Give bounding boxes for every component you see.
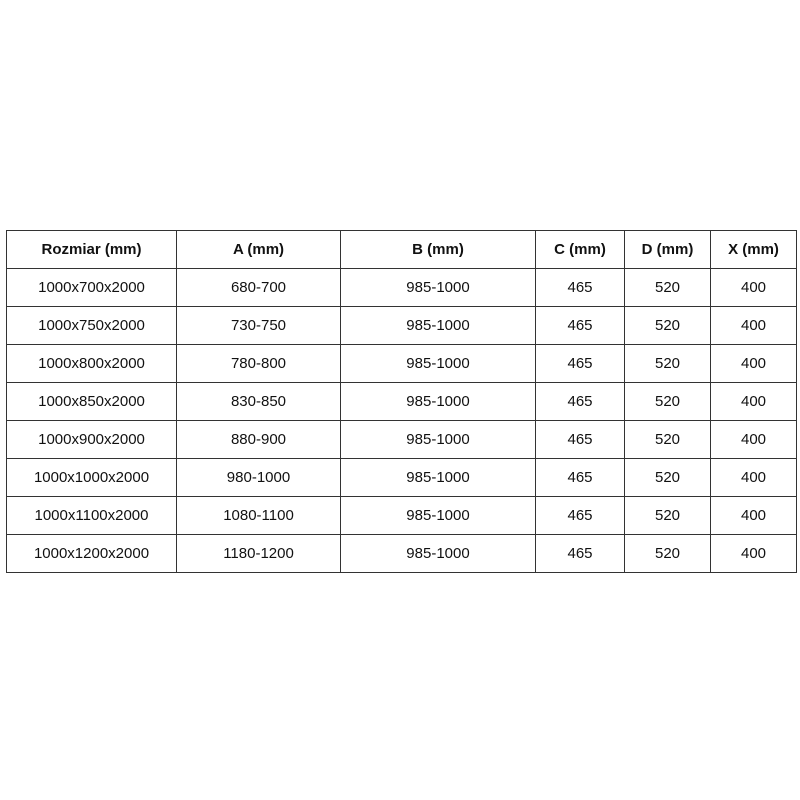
table-cell: 520 [624, 306, 711, 345]
table-cell: 400 [710, 534, 797, 573]
table-cell: 780-800 [176, 344, 341, 383]
table-cell: 520 [624, 382, 711, 421]
table-cell: 1000x800x2000 [6, 344, 177, 383]
table-cell: 465 [535, 534, 625, 573]
table-row: 1000x1100x2000 1080-1100 985-1000 465 520 400 [6, 496, 797, 535]
table-row: 1000x900x2000 880-900 985-1000 465 520 400 [6, 420, 797, 459]
table-cell: 400 [710, 382, 797, 421]
table-cell: 400 [710, 344, 797, 383]
table-cell: 985-1000 [340, 534, 536, 573]
table-cell: 465 [535, 344, 625, 383]
table-cell: 1000x850x2000 [6, 382, 177, 421]
table-cell: 985-1000 [340, 496, 536, 535]
table-cell: 1080-1100 [176, 496, 341, 535]
table-cell: 1000x1200x2000 [6, 534, 177, 573]
dimensions-table: Rozmiar (mm) A (mm) B (mm) C (mm) D (mm) X (m… [6, 230, 797, 573]
table-cell: 400 [710, 268, 797, 307]
table-cell: 520 [624, 458, 711, 497]
column-header: B (mm) [340, 230, 536, 269]
table-cell: 465 [535, 496, 625, 535]
table-cell: 520 [624, 344, 711, 383]
table-cell: 520 [624, 496, 711, 535]
table-cell: 400 [710, 496, 797, 535]
table-cell: 520 [624, 534, 711, 573]
table-cell: 1180-1200 [176, 534, 341, 573]
table-cell: 400 [710, 458, 797, 497]
column-header: X (mm) [710, 230, 797, 269]
table-cell: 680-700 [176, 268, 341, 307]
table-cell: 520 [624, 420, 711, 459]
table-cell: 465 [535, 420, 625, 459]
table-cell: 400 [710, 306, 797, 345]
column-header: A (mm) [176, 230, 341, 269]
table-cell: 985-1000 [340, 344, 536, 383]
table-cell: 400 [710, 420, 797, 459]
table-row: 1000x850x2000 830-850 985-1000 465 520 400 [6, 382, 797, 421]
table-cell: 465 [535, 382, 625, 421]
table-cell: 465 [535, 458, 625, 497]
table-row: 1000x1200x2000 1180-1200 985-1000 465 520 400 [6, 534, 797, 573]
table-cell: 985-1000 [340, 268, 536, 307]
table-cell: 1000x700x2000 [6, 268, 177, 307]
table-cell: 1000x1000x2000 [6, 458, 177, 497]
table-cell: 1000x1100x2000 [6, 496, 177, 535]
table-cell: 985-1000 [340, 306, 536, 345]
table-cell: 985-1000 [340, 382, 536, 421]
table-row: 1000x750x2000 730-750 985-1000 465 520 400 [6, 306, 797, 345]
table-header-row: Rozmiar (mm) A (mm) B (mm) C (mm) D (mm) X (m… [6, 230, 797, 269]
table-cell: 1000x900x2000 [6, 420, 177, 459]
table-cell: 830-850 [176, 382, 341, 421]
table-row: 1000x1000x2000 980-1000 985-1000 465 520 400 [6, 458, 797, 497]
table-row: 1000x800x2000 780-800 985-1000 465 520 400 [6, 344, 797, 383]
table-cell: 465 [535, 306, 625, 345]
column-header: D (mm) [624, 230, 711, 269]
column-header: Rozmiar (mm) [6, 230, 177, 269]
table-cell: 1000x750x2000 [6, 306, 177, 345]
table-cell: 730-750 [176, 306, 341, 345]
table-cell: 880-900 [176, 420, 341, 459]
table-cell: 985-1000 [340, 458, 536, 497]
table-cell: 980-1000 [176, 458, 341, 497]
table-cell: 985-1000 [340, 420, 536, 459]
table-cell: 520 [624, 268, 711, 307]
table-row: 1000x700x2000 680-700 985-1000 465 520 400 [6, 268, 797, 307]
table-cell: 465 [535, 268, 625, 307]
column-header: C (mm) [535, 230, 625, 269]
